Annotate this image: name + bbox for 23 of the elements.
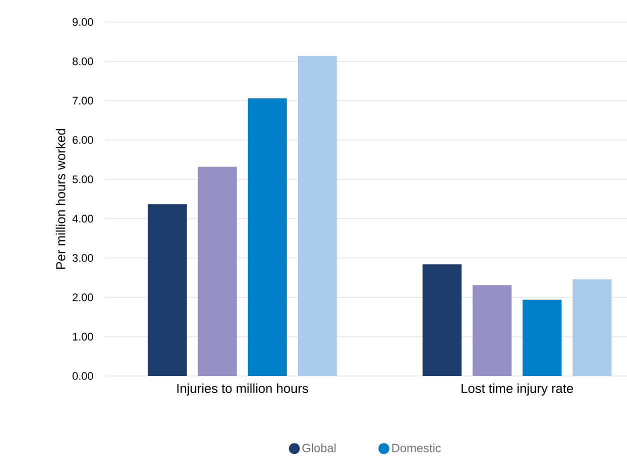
- bar: [422, 264, 462, 376]
- y-tick-label: 4.00: [72, 214, 94, 223]
- x-tick-label: Lost time injury rate: [462, 384, 574, 396]
- bar: [472, 285, 512, 376]
- x-tick-label: Injuries to million hours: [177, 384, 308, 396]
- bar: [148, 204, 187, 376]
- y-tick-label: 8.00: [72, 57, 94, 66]
- bar: [522, 300, 562, 376]
- y-tick-label: 9.00: [72, 18, 94, 26]
- y-axis-title: Per million hours worked: [56, 128, 66, 269]
- legend-label: Global: [302, 444, 336, 452]
- bar: [198, 166, 237, 376]
- bar: [248, 98, 287, 376]
- y-tick-label: 3.00: [72, 254, 94, 262]
- y-tick-label: 1.00: [72, 332, 94, 341]
- y-tick-label: 7.00: [72, 96, 94, 105]
- y-tick-label: 6.00: [72, 136, 94, 144]
- y-tick-label: 0.00: [72, 372, 94, 380]
- legend-label: Domestic: [392, 444, 441, 452]
- bar: [298, 56, 337, 376]
- y-tick-label: 5.00: [72, 175, 94, 184]
- y-tick-label: 2.00: [72, 293, 94, 302]
- bar: [572, 279, 612, 376]
